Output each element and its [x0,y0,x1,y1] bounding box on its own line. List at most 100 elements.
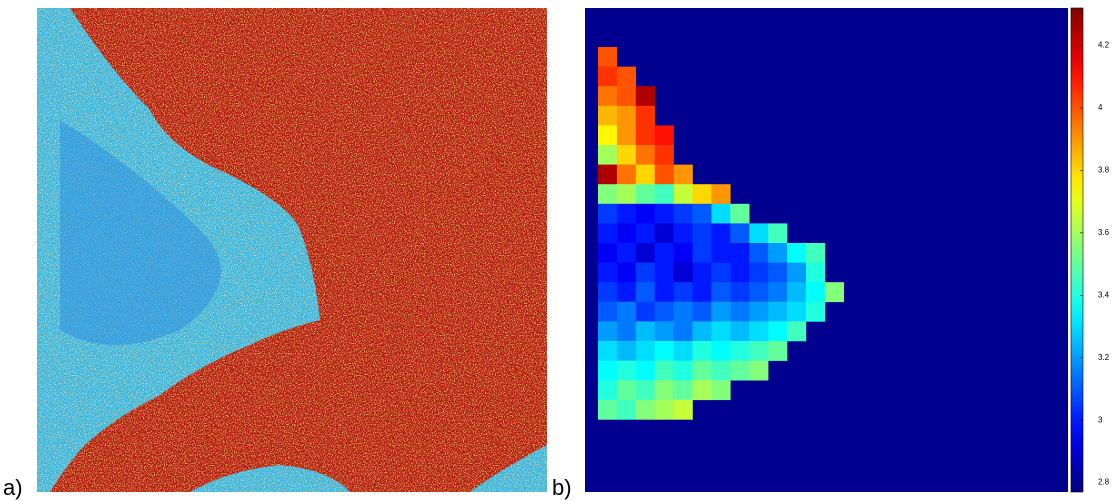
heatmap-cell [674,282,693,302]
heatmap-cell [617,282,636,302]
colorbar-tick-label: 3 [1098,415,1103,424]
heatmap-cell [674,263,693,283]
heatmap-cell [825,282,844,302]
heatmap-cell [711,282,730,302]
heatmap-cell [711,361,730,381]
colorbar-tick-label: 3.2 [1098,353,1110,362]
heatmap-cell [693,223,712,243]
heatmap-cell [655,223,674,243]
heatmap-cell [655,361,674,381]
heatmap-cell [749,263,768,283]
heatmap-cell [749,321,768,341]
heatmap-cell [617,165,636,185]
heatmap-cell [749,361,768,381]
heatmap-cell [617,341,636,361]
heatmap-cell [598,243,617,263]
heatmap-cell [787,302,806,322]
heatmap-cell [598,341,617,361]
heatmap-cell [711,380,730,400]
heatmap-cell [768,243,787,263]
heatmap-cell [749,243,768,263]
heatmap-cell [617,184,636,204]
heatmap-cell [806,243,825,263]
panel-label: a) [3,475,23,500]
heatmap-cell [787,282,806,302]
heatmap-cell [749,302,768,322]
heatmap-cell [617,125,636,145]
heatmap-cell [730,302,749,322]
heatmap-cell [617,145,636,165]
figure: a) b) 2.833.23.43.63.844.2 [0,0,1119,501]
heatmap-cell [655,184,674,204]
heatmap-cell [711,321,730,341]
heatmap-cell [598,47,617,67]
heatmap-cell [693,282,712,302]
heatmap-cell [636,204,655,224]
heatmap-cell [598,321,617,341]
heatmap-cell [636,184,655,204]
heatmap-cell [636,321,655,341]
heatmap-cell [598,400,617,420]
heatmap-cell [730,263,749,283]
heatmap-cell [674,184,693,204]
heatmap-cell [617,321,636,341]
heatmap-cell [598,380,617,400]
colorbar [1071,8,1083,492]
heatmap-cell [693,243,712,263]
heatmap-cell [636,86,655,106]
heatmap-cell [655,380,674,400]
heatmap-cell [674,380,693,400]
heatmap-cell [787,243,806,263]
heatmap-cell [598,302,617,322]
heatmap-cell [655,321,674,341]
heatmap-cell [768,341,787,361]
heatmap-cell [617,400,636,420]
colorbar-tick-label: 4.2 [1098,41,1110,50]
heatmap-cell [636,223,655,243]
heatmap-cell [787,263,806,283]
heatmap-cell [598,184,617,204]
heatmap-cell [617,380,636,400]
heatmap-cell [693,263,712,283]
heatmap-cell [693,302,712,322]
heatmap-cell [636,106,655,126]
heatmap-cell [598,282,617,302]
heatmap-cell [711,204,730,224]
heatmap-cell [749,223,768,243]
heatmap-cell [806,302,825,322]
heatmap-cell [636,125,655,145]
heatmap-cell [674,341,693,361]
heatmap-cell [617,243,636,263]
heatmap-cell [768,223,787,243]
heatmap-cell [693,204,712,224]
heatmap-cell [711,263,730,283]
heatmap-cell [749,341,768,361]
heatmap-cell [768,321,787,341]
heatmap-cell [806,282,825,302]
heatmap-cell [636,263,655,283]
heatmap-cell [598,145,617,165]
heatmap-cell [768,302,787,322]
heatmap-cell [617,204,636,224]
heatmap-cell [674,302,693,322]
heatmap-cell [655,243,674,263]
heatmap-cell [636,243,655,263]
heatmap-cell [598,106,617,126]
heatmap-cell [711,243,730,263]
heatmap-cell [636,145,655,165]
heatmap-cell [617,361,636,381]
heatmap-cell [711,184,730,204]
heatmap-cell [617,106,636,126]
heatmap-cell [674,400,693,420]
panel-label: b) [552,475,572,500]
colorbar-tick-label: 2.8 [1098,478,1110,487]
heatmap-cell [598,67,617,87]
heatmap-cell [655,204,674,224]
heatmap-cell [674,165,693,185]
heatmap-cell [636,302,655,322]
panel-a-image [37,8,547,492]
heatmap-cell [693,380,712,400]
heatmap-cell [655,341,674,361]
heatmap-cell [711,302,730,322]
heatmap-cell [768,263,787,283]
